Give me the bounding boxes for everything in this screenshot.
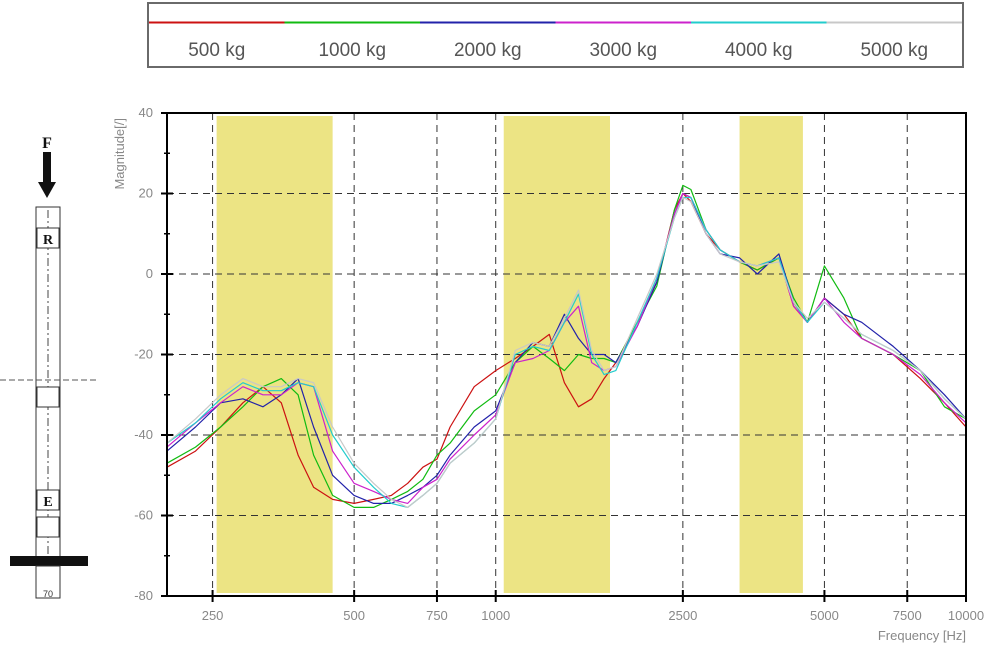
x-tick-label: 7500 [893,608,922,623]
series-line-4000-kg [166,196,967,508]
x-tick-label: 10000 [948,608,984,623]
x-tick-label: 250 [202,608,224,623]
legend-label: 5000 kg [860,40,929,61]
bottom-marker-label: E [43,495,52,510]
legend-labels: 500 kg 1000 kg 2000 kg 3000 kg 4000 kg 5000 k… [149,40,962,64]
x-axis-label: Frequency [Hz] [878,628,966,643]
legend-label: 2000 kg [453,40,522,61]
legend-label: 1000 kg [318,40,387,61]
force-arrow-icon [38,182,56,198]
base-block [35,565,61,599]
y-tick-label: -20 [134,347,153,362]
top-marker-box [36,227,60,249]
bottom-marker-box [36,489,60,511]
legend-label: 500 kg [188,40,246,61]
y-tick-label: 20 [139,186,153,201]
x-tick-label: 750 [426,608,448,623]
base-label: 70 [43,589,53,599]
plot-area: -80 -60 -40 -20 0 20 40 250 500 750 1000 2500 5000 7… [112,105,984,643]
x-tick-label: 500 [343,608,365,623]
x-tick-label: 2500 [668,608,697,623]
y-axis-label: Magnitude[/] [112,118,127,190]
x-tick-label: 5000 [810,608,839,623]
legend-color-lines [149,21,962,24]
y-tick-label: 40 [139,105,153,120]
y-tick-label: 0 [146,266,153,281]
series-line-5000-kg [166,196,967,508]
series-line-3000-kg [166,192,967,504]
legend-label: 4000 kg [724,40,793,61]
mid-marker-box [36,386,60,408]
series-line-1000-kg [166,184,967,508]
lower-marker-box [36,516,60,538]
base-plate [10,556,88,566]
structure-diagram: F R E 70 [0,135,96,599]
y-tick-label: -40 [134,427,153,442]
x-tick-label: 1000 [481,608,510,623]
y-tick-label: -60 [134,508,153,523]
legend: 500 kg 1000 kg 2000 kg 3000 kg 4000 kg 5000 k… [147,2,964,68]
y-tick-label: -80 [134,588,153,603]
force-arrow-shaft [43,152,51,182]
legend-label: 3000 kg [589,40,658,61]
force-label: F [42,135,52,152]
top-marker-label: R [43,233,54,248]
